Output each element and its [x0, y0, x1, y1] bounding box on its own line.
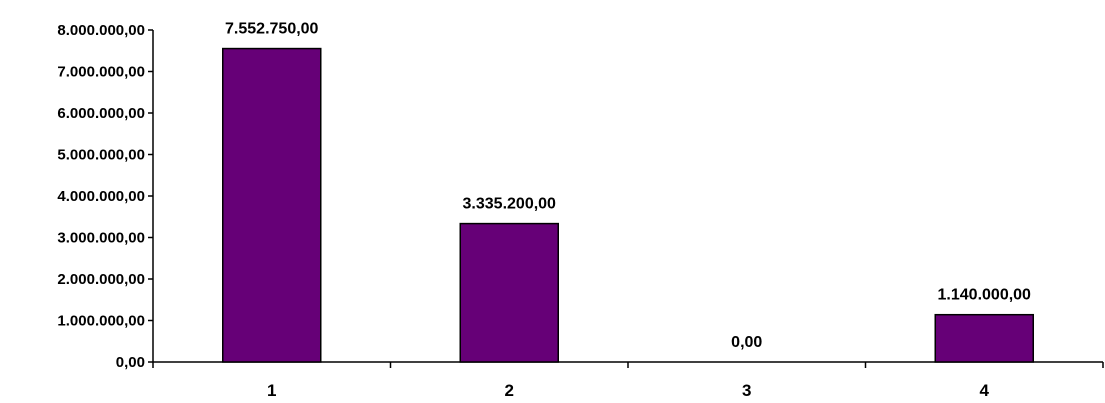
bar [934, 313, 1034, 363]
y-tick-label: 7.000.000,00 [57, 64, 145, 81]
y-axis: 0,00 1.000.000,00 2.000.000,00 3.000.000,00… [57, 22, 154, 371]
y-tick-label: 0,00 [116, 354, 145, 371]
data-label: 3.335.200,00 [463, 196, 557, 213]
x-tick-label: 2 [505, 381, 514, 400]
y-tick-label: 3.000.000,00 [57, 230, 145, 247]
data-label: 7.552.750,00 [225, 21, 319, 38]
y-tick-label: 2.000.000,00 [57, 271, 145, 288]
y-tick-label: 5.000.000,00 [57, 147, 145, 164]
y-tick-label: 1.000.000,00 [57, 313, 145, 330]
bar [459, 222, 559, 363]
y-tick-label: 4.000.000,00 [57, 188, 145, 205]
y-tick-label: 6.000.000,00 [57, 105, 145, 122]
x-tick-label: 1 [267, 381, 276, 400]
data-label: 1.140.000,00 [938, 287, 1032, 304]
data-labels: 7.552.750,00 3.335.200,00 0,00 1.140.000,00 [225, 21, 1031, 351]
data-label: 0,00 [731, 334, 762, 351]
x-axis: 1 2 3 4 [152, 361, 1104, 400]
bars [222, 47, 1034, 363]
x-tick-label: 3 [742, 381, 751, 400]
x-tick-label: 4 [980, 381, 990, 400]
y-tick-label: 8.000.000,00 [57, 22, 145, 39]
bar [222, 47, 322, 363]
